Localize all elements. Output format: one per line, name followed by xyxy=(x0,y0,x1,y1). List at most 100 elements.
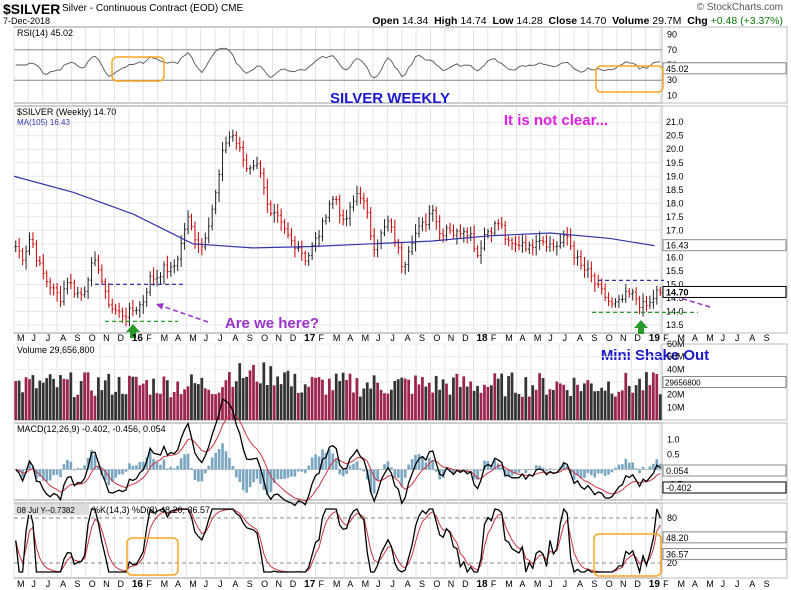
rsi-tag-label: 45.02 xyxy=(666,64,689,74)
volume-bar xyxy=(503,396,507,420)
green-arrow-right-icon xyxy=(634,320,648,334)
x-axis-label: J xyxy=(204,579,209,589)
sto-tag-box-1 xyxy=(662,531,787,544)
macd-hist-bar xyxy=(369,469,373,493)
macd-hist-bar xyxy=(203,469,207,474)
price-tick-label: 13.5 xyxy=(666,320,684,330)
macd-hist-bar xyxy=(359,468,362,470)
volume-bar xyxy=(169,397,173,420)
x-axis-label: A xyxy=(577,333,583,343)
volume-bar xyxy=(569,396,572,420)
volume-bar xyxy=(455,373,459,420)
macd-hist-bar xyxy=(648,466,652,470)
macd-tag-box-1 xyxy=(662,464,787,477)
volume-bar xyxy=(134,376,138,420)
volume-bar xyxy=(252,364,255,420)
x-axis-label: J xyxy=(204,333,209,343)
sto-series-label: %K(14,3) %D(3) 48.20, 36.57 xyxy=(92,505,210,515)
volume-bar xyxy=(48,374,52,420)
macd-hist-bar xyxy=(541,467,545,470)
macd-hist-bar xyxy=(362,469,366,472)
volume-tick-label: 50M xyxy=(667,352,685,362)
volume-bar xyxy=(641,390,645,420)
volume-bar xyxy=(217,392,221,420)
volume-bar xyxy=(614,396,617,420)
macd-hist-bar xyxy=(345,469,348,474)
volume-bar xyxy=(141,383,145,420)
x-axis-label: 19 xyxy=(649,333,661,344)
volume-bar xyxy=(59,375,62,420)
macd-hist-bar xyxy=(328,449,331,470)
volume-bar xyxy=(62,378,66,420)
x-axis-label: S xyxy=(591,579,597,589)
annotation-shake-out: Mini Shake Out xyxy=(601,347,709,364)
volume-bar xyxy=(52,378,55,420)
volume-bar xyxy=(603,390,607,420)
volume-bar xyxy=(200,377,204,420)
volume-bar xyxy=(469,381,473,420)
volume-bar xyxy=(458,386,462,420)
macd-hist-bar xyxy=(307,465,311,470)
x-axis-label: O xyxy=(606,333,613,343)
volume-bars xyxy=(14,362,662,420)
macd-hist-bar xyxy=(517,469,521,473)
volume-bar xyxy=(558,383,562,420)
volume-bar xyxy=(496,378,500,420)
volume-bar xyxy=(448,394,452,420)
x-axis-label: A xyxy=(60,333,66,343)
volume-bar xyxy=(445,383,448,420)
x-axis-label: J xyxy=(735,333,740,343)
macd-hist-bar xyxy=(576,469,579,476)
volume-series-label: Volume 29,656,800 xyxy=(17,345,95,355)
volume-bar xyxy=(334,373,338,420)
volume-bar xyxy=(228,372,231,420)
volume-bar xyxy=(100,390,104,420)
macd-hist-bar xyxy=(514,469,517,475)
last-price-tag-label: 14.70 xyxy=(666,287,689,297)
sto-tag-label: 36.57 xyxy=(666,550,689,560)
volume-bar xyxy=(517,394,521,420)
x-axis-label: J xyxy=(390,579,395,589)
volume-tick-label: 40M xyxy=(667,364,685,374)
macd-hist-bar xyxy=(341,469,345,477)
x-axis-label: S xyxy=(591,333,597,343)
volume-bar xyxy=(383,393,386,420)
x-axis-label: S xyxy=(247,579,253,589)
volume-bar xyxy=(562,384,566,420)
volume-bar xyxy=(107,373,111,420)
macd-hist-bar xyxy=(372,469,376,494)
macd-hist-bar xyxy=(176,465,180,470)
volume-bar xyxy=(21,392,24,420)
volume-bar xyxy=(241,378,245,420)
volume-bar xyxy=(417,384,421,420)
volume-bar xyxy=(103,380,107,420)
macd-hist-bar xyxy=(300,469,304,472)
macd-hist-bar xyxy=(269,469,273,493)
macd-hist-bar xyxy=(445,469,448,471)
sto-tag-box-2 xyxy=(662,548,787,561)
volume-bar xyxy=(28,379,31,420)
macd-hist-bar xyxy=(617,464,621,470)
x-axis-label: S xyxy=(74,579,80,589)
x-axis-label: A xyxy=(577,579,583,589)
macd-hist-bar xyxy=(228,458,231,470)
volume-bar xyxy=(531,385,535,420)
macd-hist-bar xyxy=(114,469,118,478)
macd-hist-bar xyxy=(193,469,197,481)
volume-bar xyxy=(465,386,469,420)
macd-hist-bar xyxy=(524,469,528,474)
ma-tag-label: 16.43 xyxy=(666,241,689,251)
annotation-not-clear: It is not clear... xyxy=(504,112,608,129)
macd-hist-bar xyxy=(259,469,262,484)
macd-hist-bar xyxy=(35,469,38,479)
volume-bar xyxy=(90,390,93,420)
macd-hist-bar xyxy=(135,465,138,470)
x-axis-label: M xyxy=(505,579,513,589)
volume-bar xyxy=(276,376,280,420)
macd-hist-bar xyxy=(383,464,386,470)
macd-hist-bar xyxy=(310,457,314,470)
macd-hist-bar xyxy=(200,469,204,482)
macd-hist-bar xyxy=(538,465,541,470)
volume-bar xyxy=(272,385,276,420)
volume-bar xyxy=(624,372,628,420)
